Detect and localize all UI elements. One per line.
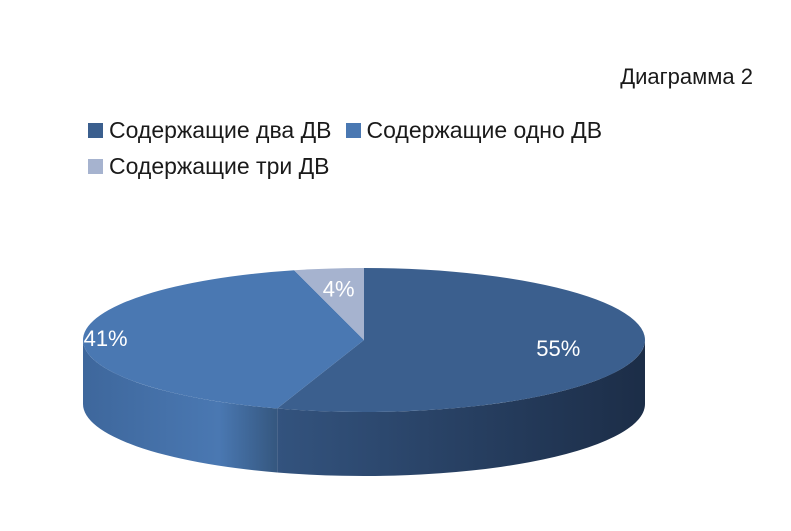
pie-data-label-1: 55%	[536, 336, 580, 361]
pie-slice-3	[294, 268, 364, 340]
pie-side-1	[277, 340, 645, 476]
legend-label-one: Содержащие одно ДВ	[366, 116, 603, 143]
pie-slice-2	[83, 270, 365, 409]
chart-title: Диаграмма 2	[620, 64, 753, 89]
pie-slice-1	[277, 268, 645, 413]
legend-label-two: Содержащие два ДВ	[109, 116, 332, 143]
legend-item-three: Содержащие три ДВ	[88, 153, 330, 180]
legend-swatch-one	[345, 122, 361, 138]
legend-item-one: Содержащие одно ДВ	[345, 116, 603, 144]
legend-row-1: Содержащие два ДВ Содержащие одно ДВ	[88, 112, 688, 148]
pie-data-label-2: 41%	[84, 326, 128, 351]
chart-legend: Содержащие два ДВ Содержащие одно ДВ Сод…	[88, 112, 688, 184]
legend-item-two: Содержащие два ДВ	[88, 117, 332, 144]
legend-row-2: Содержащие три ДВ	[88, 148, 688, 184]
legend-swatch-three	[88, 158, 103, 174]
legend-swatch-two	[88, 122, 103, 138]
pie-data-label-3: 4%	[323, 277, 355, 302]
legend-label-three: Содержащие три ДВ	[109, 152, 330, 179]
pie-side-2	[83, 340, 278, 473]
